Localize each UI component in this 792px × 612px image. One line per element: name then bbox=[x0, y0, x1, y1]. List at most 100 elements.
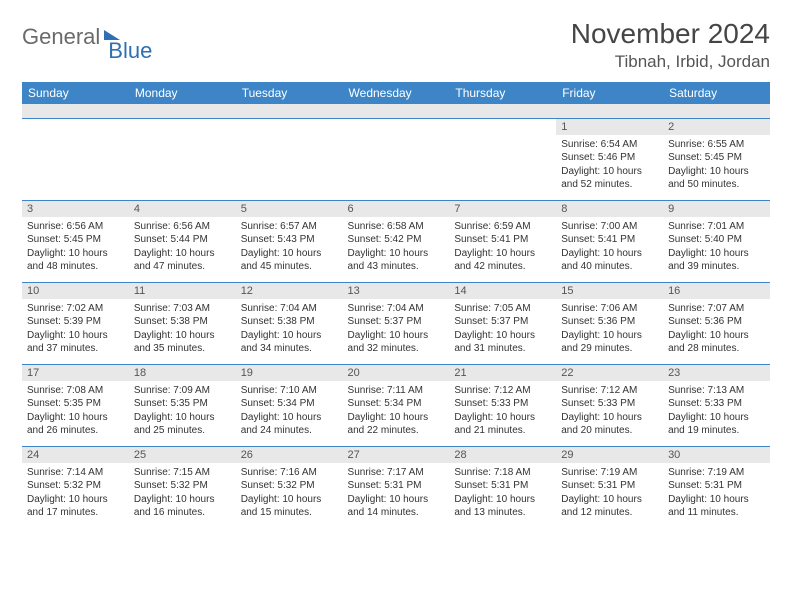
day-number: 18 bbox=[129, 365, 236, 381]
day-details: Sunrise: 7:01 AMSunset: 5:40 PMDaylight:… bbox=[663, 217, 770, 279]
calendar-day bbox=[449, 118, 556, 200]
day-number: 24 bbox=[22, 447, 129, 463]
calendar-day: 9Sunrise: 7:01 AMSunset: 5:40 PMDaylight… bbox=[663, 200, 770, 282]
day-number: 20 bbox=[343, 365, 450, 381]
day-details: Sunrise: 7:18 AMSunset: 5:31 PMDaylight:… bbox=[449, 463, 556, 525]
calendar-day: 21Sunrise: 7:12 AMSunset: 5:33 PMDayligh… bbox=[449, 364, 556, 446]
weekday-header: Wednesday bbox=[343, 82, 450, 104]
calendar-day: 3Sunrise: 6:56 AMSunset: 5:45 PMDaylight… bbox=[22, 200, 129, 282]
day-number: 11 bbox=[129, 283, 236, 299]
month-title: November 2024 bbox=[571, 18, 770, 50]
calendar-day: 8Sunrise: 7:00 AMSunset: 5:41 PMDaylight… bbox=[556, 200, 663, 282]
calendar-day: 7Sunrise: 6:59 AMSunset: 5:41 PMDaylight… bbox=[449, 200, 556, 282]
calendar-day: 4Sunrise: 6:56 AMSunset: 5:44 PMDaylight… bbox=[129, 200, 236, 282]
day-details: Sunrise: 7:13 AMSunset: 5:33 PMDaylight:… bbox=[663, 381, 770, 443]
calendar-body: 1Sunrise: 6:54 AMSunset: 5:46 PMDaylight… bbox=[22, 104, 770, 528]
calendar-week: 24Sunrise: 7:14 AMSunset: 5:32 PMDayligh… bbox=[22, 446, 770, 528]
calendar-day bbox=[22, 118, 129, 200]
spacer bbox=[22, 104, 770, 118]
weekday-header: Saturday bbox=[663, 82, 770, 104]
day-details: Sunrise: 6:59 AMSunset: 5:41 PMDaylight:… bbox=[449, 217, 556, 279]
day-details: Sunrise: 7:16 AMSunset: 5:32 PMDaylight:… bbox=[236, 463, 343, 525]
day-number: 14 bbox=[449, 283, 556, 299]
weekday-header: Tuesday bbox=[236, 82, 343, 104]
calendar-day: 15Sunrise: 7:06 AMSunset: 5:36 PMDayligh… bbox=[556, 282, 663, 364]
day-number: 15 bbox=[556, 283, 663, 299]
day-number: 2 bbox=[663, 119, 770, 135]
day-number: 8 bbox=[556, 201, 663, 217]
calendar-day: 30Sunrise: 7:19 AMSunset: 5:31 PMDayligh… bbox=[663, 446, 770, 528]
calendar-day: 19Sunrise: 7:10 AMSunset: 5:34 PMDayligh… bbox=[236, 364, 343, 446]
day-number: 30 bbox=[663, 447, 770, 463]
logo-text-part1: General bbox=[22, 24, 100, 50]
calendar-day: 17Sunrise: 7:08 AMSunset: 5:35 PMDayligh… bbox=[22, 364, 129, 446]
day-details: Sunrise: 6:58 AMSunset: 5:42 PMDaylight:… bbox=[343, 217, 450, 279]
day-details: Sunrise: 6:57 AMSunset: 5:43 PMDaylight:… bbox=[236, 217, 343, 279]
day-number: 3 bbox=[22, 201, 129, 217]
day-number: 1 bbox=[556, 119, 663, 135]
day-details: Sunrise: 7:08 AMSunset: 5:35 PMDaylight:… bbox=[22, 381, 129, 443]
day-details: Sunrise: 7:14 AMSunset: 5:32 PMDaylight:… bbox=[22, 463, 129, 525]
day-details: Sunrise: 7:04 AMSunset: 5:38 PMDaylight:… bbox=[236, 299, 343, 361]
day-details: Sunrise: 7:17 AMSunset: 5:31 PMDaylight:… bbox=[343, 463, 450, 525]
header: General Blue November 2024 Tibnah, Irbid… bbox=[22, 18, 770, 72]
calendar-day: 25Sunrise: 7:15 AMSunset: 5:32 PMDayligh… bbox=[129, 446, 236, 528]
day-number: 16 bbox=[663, 283, 770, 299]
weekday-header: Sunday bbox=[22, 82, 129, 104]
day-number: 6 bbox=[343, 201, 450, 217]
calendar-week: 10Sunrise: 7:02 AMSunset: 5:39 PMDayligh… bbox=[22, 282, 770, 364]
day-number: 10 bbox=[22, 283, 129, 299]
calendar-table: SundayMondayTuesdayWednesdayThursdayFrid… bbox=[22, 82, 770, 528]
day-number: 4 bbox=[129, 201, 236, 217]
calendar-day: 23Sunrise: 7:13 AMSunset: 5:33 PMDayligh… bbox=[663, 364, 770, 446]
calendar-header: SundayMondayTuesdayWednesdayThursdayFrid… bbox=[22, 82, 770, 104]
day-details: Sunrise: 6:54 AMSunset: 5:46 PMDaylight:… bbox=[556, 135, 663, 197]
calendar-day: 26Sunrise: 7:16 AMSunset: 5:32 PMDayligh… bbox=[236, 446, 343, 528]
day-number: 28 bbox=[449, 447, 556, 463]
day-number: 19 bbox=[236, 365, 343, 381]
calendar-week: 1Sunrise: 6:54 AMSunset: 5:46 PMDaylight… bbox=[22, 118, 770, 200]
weekday-header: Monday bbox=[129, 82, 236, 104]
calendar-day: 12Sunrise: 7:04 AMSunset: 5:38 PMDayligh… bbox=[236, 282, 343, 364]
day-details: Sunrise: 7:12 AMSunset: 5:33 PMDaylight:… bbox=[449, 381, 556, 443]
calendar-day: 2Sunrise: 6:55 AMSunset: 5:45 PMDaylight… bbox=[663, 118, 770, 200]
day-details: Sunrise: 7:12 AMSunset: 5:33 PMDaylight:… bbox=[556, 381, 663, 443]
day-number: 23 bbox=[663, 365, 770, 381]
calendar-day: 11Sunrise: 7:03 AMSunset: 5:38 PMDayligh… bbox=[129, 282, 236, 364]
day-details: Sunrise: 7:19 AMSunset: 5:31 PMDaylight:… bbox=[556, 463, 663, 525]
calendar-day: 22Sunrise: 7:12 AMSunset: 5:33 PMDayligh… bbox=[556, 364, 663, 446]
day-details: Sunrise: 7:19 AMSunset: 5:31 PMDaylight:… bbox=[663, 463, 770, 525]
calendar-day: 24Sunrise: 7:14 AMSunset: 5:32 PMDayligh… bbox=[22, 446, 129, 528]
day-number: 17 bbox=[22, 365, 129, 381]
day-number: 21 bbox=[449, 365, 556, 381]
day-number: 22 bbox=[556, 365, 663, 381]
calendar-day: 16Sunrise: 7:07 AMSunset: 5:36 PMDayligh… bbox=[663, 282, 770, 364]
day-details: Sunrise: 7:15 AMSunset: 5:32 PMDaylight:… bbox=[129, 463, 236, 525]
calendar-week: 17Sunrise: 7:08 AMSunset: 5:35 PMDayligh… bbox=[22, 364, 770, 446]
day-details: Sunrise: 6:56 AMSunset: 5:44 PMDaylight:… bbox=[129, 217, 236, 279]
day-details: Sunrise: 7:04 AMSunset: 5:37 PMDaylight:… bbox=[343, 299, 450, 361]
day-number: 5 bbox=[236, 201, 343, 217]
calendar-week: 3Sunrise: 6:56 AMSunset: 5:45 PMDaylight… bbox=[22, 200, 770, 282]
day-details: Sunrise: 7:03 AMSunset: 5:38 PMDaylight:… bbox=[129, 299, 236, 361]
location: Tibnah, Irbid, Jordan bbox=[571, 52, 770, 72]
day-details: Sunrise: 6:56 AMSunset: 5:45 PMDaylight:… bbox=[22, 217, 129, 279]
day-details: Sunrise: 7:11 AMSunset: 5:34 PMDaylight:… bbox=[343, 381, 450, 443]
day-number: 26 bbox=[236, 447, 343, 463]
day-number: 9 bbox=[663, 201, 770, 217]
day-number: 12 bbox=[236, 283, 343, 299]
day-number: 27 bbox=[343, 447, 450, 463]
day-details: Sunrise: 7:05 AMSunset: 5:37 PMDaylight:… bbox=[449, 299, 556, 361]
day-number: 25 bbox=[129, 447, 236, 463]
calendar-day bbox=[129, 118, 236, 200]
weekday-header: Friday bbox=[556, 82, 663, 104]
logo: General Blue bbox=[22, 18, 152, 50]
day-details: Sunrise: 7:02 AMSunset: 5:39 PMDaylight:… bbox=[22, 299, 129, 361]
calendar-day: 5Sunrise: 6:57 AMSunset: 5:43 PMDaylight… bbox=[236, 200, 343, 282]
day-details: Sunrise: 6:55 AMSunset: 5:45 PMDaylight:… bbox=[663, 135, 770, 197]
title-block: November 2024 Tibnah, Irbid, Jordan bbox=[571, 18, 770, 72]
calendar-day: 1Sunrise: 6:54 AMSunset: 5:46 PMDaylight… bbox=[556, 118, 663, 200]
calendar-day: 20Sunrise: 7:11 AMSunset: 5:34 PMDayligh… bbox=[343, 364, 450, 446]
calendar-day: 28Sunrise: 7:18 AMSunset: 5:31 PMDayligh… bbox=[449, 446, 556, 528]
day-details: Sunrise: 7:10 AMSunset: 5:34 PMDaylight:… bbox=[236, 381, 343, 443]
